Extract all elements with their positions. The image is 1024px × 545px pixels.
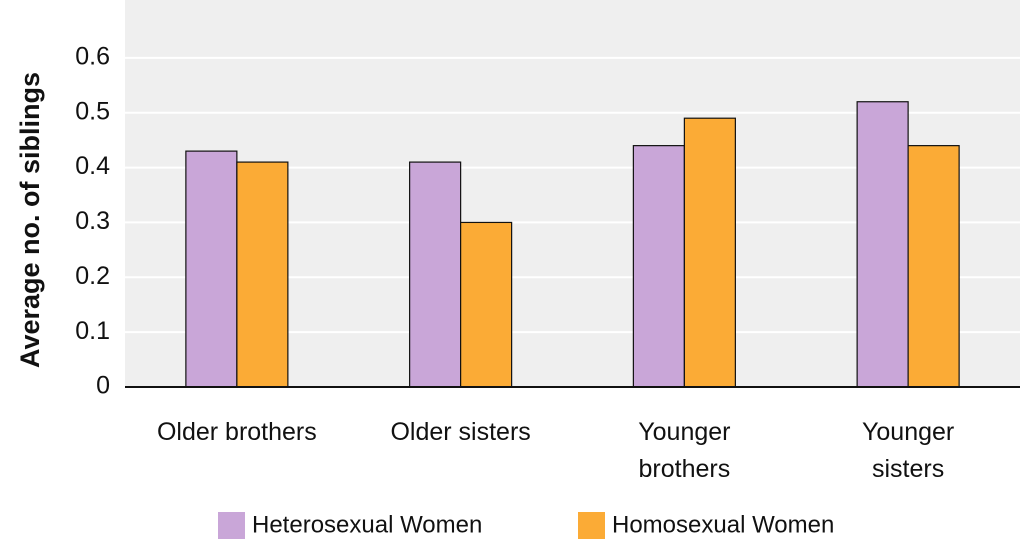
y-tick-label: 0.6 xyxy=(75,42,110,70)
x-tick-label: Older brothers xyxy=(157,418,317,446)
y-tick-label: 0.2 xyxy=(75,262,110,290)
y-axis-label: Average no. of siblings xyxy=(15,72,45,368)
legend-swatch xyxy=(218,512,245,539)
y-tick-label: 0.4 xyxy=(75,152,110,180)
y-tick-label: 0.3 xyxy=(75,207,110,235)
bar xyxy=(460,221,513,388)
bar xyxy=(409,161,462,388)
x-tick-label: Younger sisters xyxy=(862,418,954,483)
y-tick-label: 0 xyxy=(96,372,110,400)
bar xyxy=(856,101,909,388)
y-tick-label: 0.5 xyxy=(75,97,110,125)
bar xyxy=(632,145,685,388)
x-tick-label: Older sisters xyxy=(390,418,530,446)
y-tick-label: 0.1 xyxy=(75,317,110,345)
bar xyxy=(236,161,289,388)
legend-label: Heterosexual Women xyxy=(252,511,482,538)
bar xyxy=(907,145,960,388)
legend-swatch xyxy=(578,512,605,539)
bar xyxy=(683,117,736,388)
legend-label: Homosexual Women xyxy=(612,511,834,538)
x-tick-label: Younger brothers xyxy=(638,418,730,483)
bar xyxy=(185,150,238,388)
